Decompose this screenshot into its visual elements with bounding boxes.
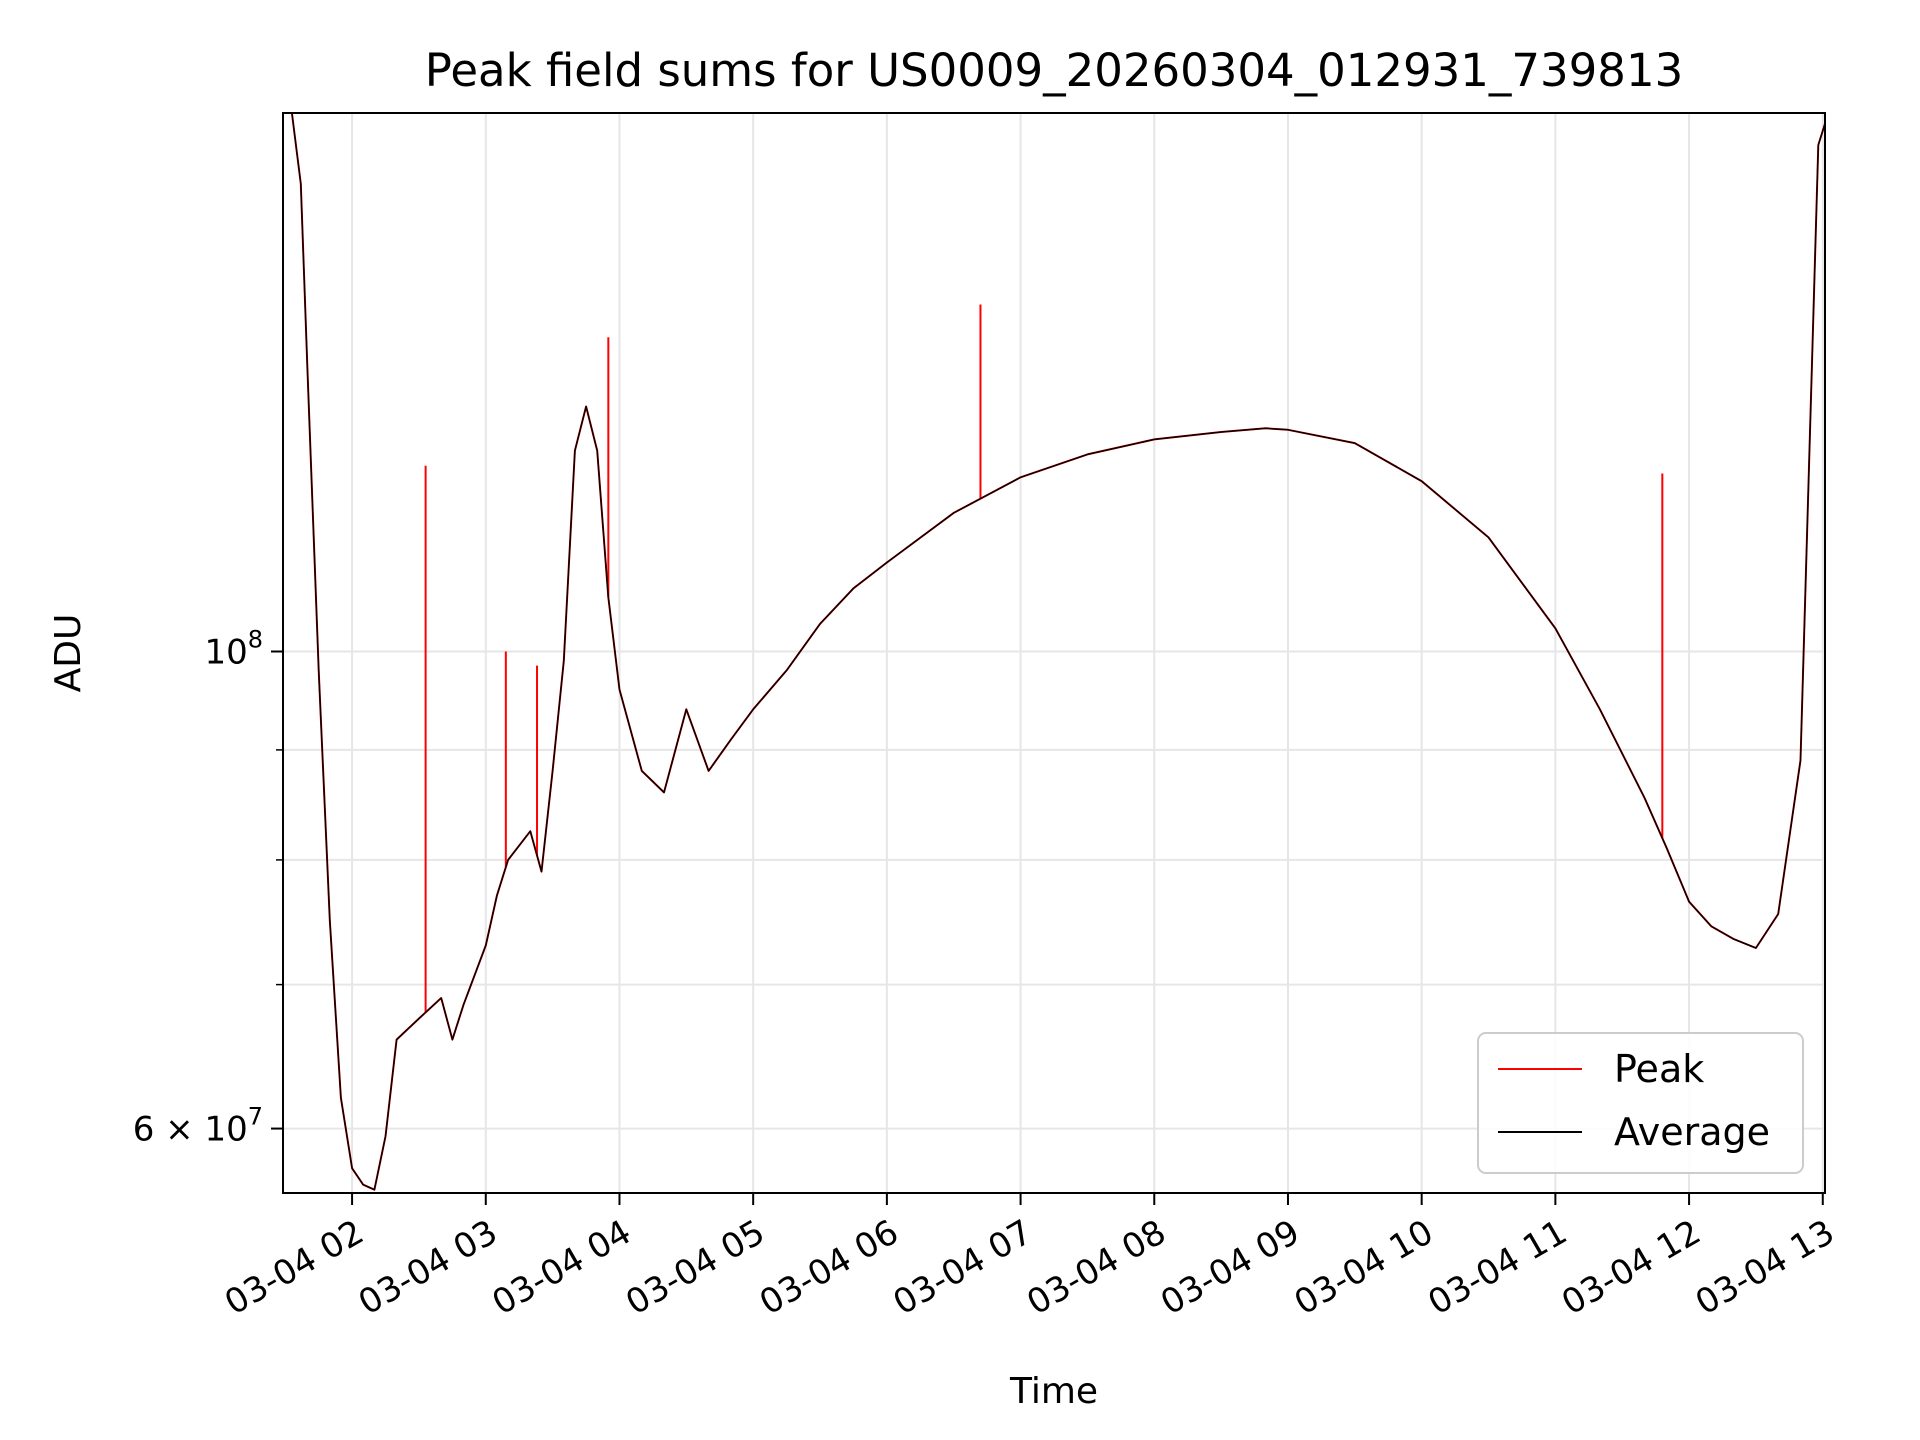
x-axis-title: Time	[1009, 1371, 1098, 1412]
y-axis-title: ADU	[48, 614, 89, 693]
grid-lines	[283, 113, 1825, 1193]
y-tick-label: 6 × 107	[133, 1103, 263, 1150]
legend: Peak Average	[1477, 1032, 1804, 1174]
legend-label-peak: Peak	[1614, 1047, 1704, 1091]
chart-title: Peak field sums for US0009_20260304_0129…	[425, 44, 1683, 97]
series-average	[283, 112, 1826, 1191]
legend-label-average: Average	[1614, 1110, 1770, 1154]
plot-frame	[282, 112, 1826, 1194]
series-line-average	[283, 112, 1826, 1191]
